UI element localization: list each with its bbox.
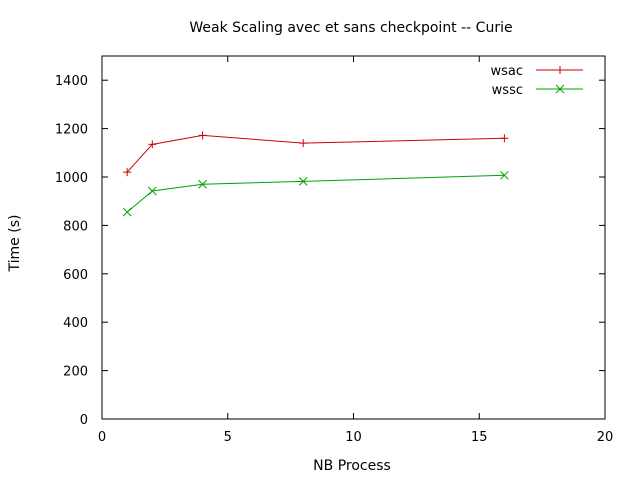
legend-label: wssc: [492, 83, 523, 98]
y-tick-label: 0: [80, 413, 88, 428]
y-tick: 1400: [55, 74, 605, 89]
y-tick-label: 600: [63, 268, 88, 283]
legend-label: wsac: [490, 64, 523, 79]
x-tick-label: 5: [224, 430, 232, 445]
x-tick: 5: [224, 56, 232, 445]
data-point-wsac: [148, 140, 157, 149]
data-point-wssc: [298, 177, 308, 186]
y-tick: 1000: [55, 171, 605, 186]
data-point-wsac: [500, 134, 509, 143]
y-tick: 200: [63, 365, 605, 380]
legend: wsac wssc: [490, 64, 583, 98]
x-tick: 15: [471, 56, 488, 445]
data-point-wssc: [198, 179, 207, 189]
x-tick-label: 10: [345, 430, 362, 445]
x-tick-label: 0: [98, 430, 106, 445]
y-tick: 800: [63, 219, 605, 234]
y-tick: 1200: [55, 123, 605, 138]
x-axis: 0 5 10 15 20: [98, 56, 613, 445]
y-tick-label: 1200: [55, 123, 88, 138]
x-tick: 10: [345, 56, 362, 445]
x-tick: 0: [98, 56, 106, 445]
y-tick-label: 800: [63, 219, 88, 234]
data-point-wsac: [198, 131, 207, 140]
y-tick: 600: [63, 268, 605, 283]
series-line-wsac: [126, 134, 505, 173]
data-point-wssc: [500, 170, 509, 180]
legend-marker: [556, 66, 564, 74]
series-wssc: [122, 170, 509, 217]
y-axis: 0 200 400 600 800 1000 1200 1400: [55, 74, 605, 428]
y-tick: 400: [63, 316, 605, 331]
legend-item-wsac: wsac: [490, 64, 583, 79]
series-wsac: [123, 131, 509, 177]
x-tick: 20: [597, 56, 614, 445]
x-tick-label: 15: [471, 430, 488, 445]
legend-item-wssc: wssc: [492, 83, 583, 98]
plot-area-border: [101, 55, 606, 420]
series-layer: [122, 131, 509, 217]
legend-marker: [555, 84, 565, 94]
data-point-wssc: [147, 186, 157, 196]
data-point-wsac: [123, 168, 132, 177]
data-point-wsac: [299, 139, 308, 148]
y-tick-label: 1000: [55, 171, 88, 186]
y-tick-label: 1400: [55, 74, 88, 89]
x-tick-label: 20: [597, 430, 614, 445]
y-tick: 0: [80, 413, 605, 428]
x-axis-title: NB Process: [313, 458, 391, 474]
y-tick-label: 400: [63, 316, 88, 331]
data-point-wssc: [122, 207, 132, 217]
chart-title: Weak Scaling avec et sans checkpoint -- …: [189, 20, 512, 36]
series-line-wssc: [126, 174, 505, 213]
y-tick-label: 200: [63, 365, 88, 380]
y-axis-title: Time (s): [7, 215, 23, 273]
